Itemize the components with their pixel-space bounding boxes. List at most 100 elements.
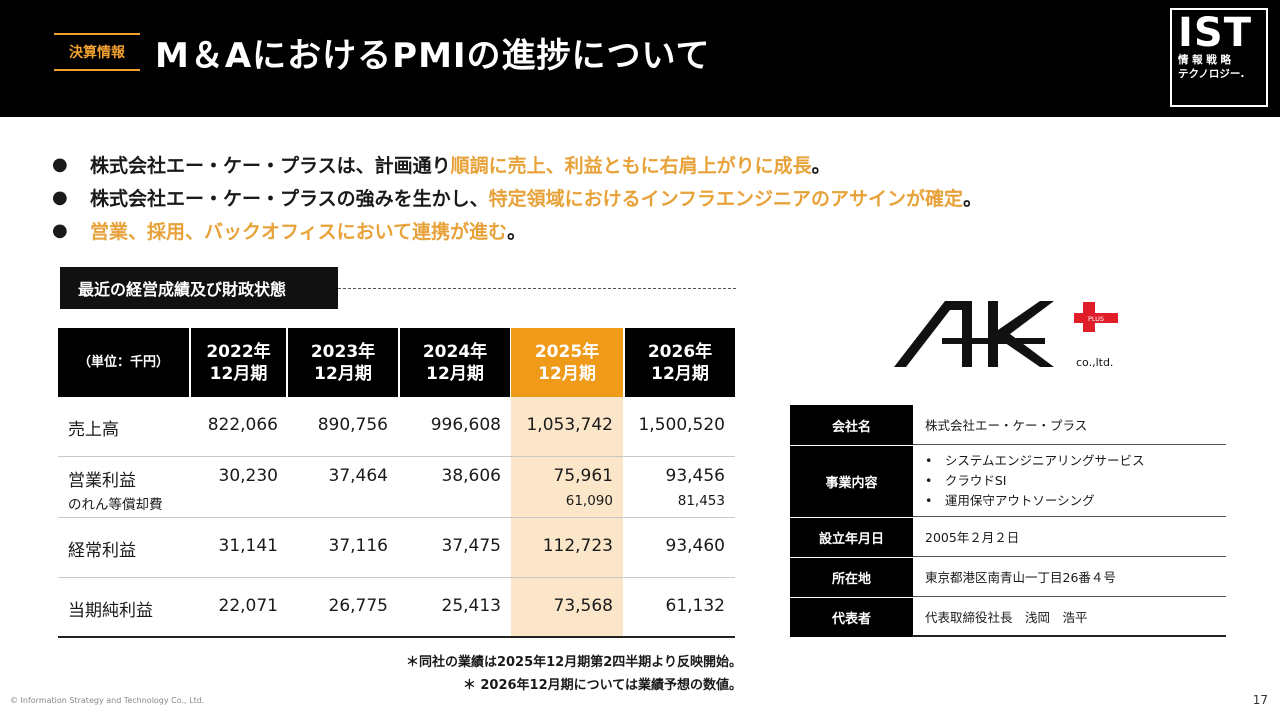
table-subcell: 81,453 — [677, 493, 725, 509]
header-period: 12月期 — [314, 363, 372, 384]
logo-subtext-1: 情 報 戦 略 — [1178, 54, 1231, 66]
row-label: 営業利益 — [68, 471, 136, 491]
table-header-cell: 2022年 12月期 — [191, 328, 286, 397]
company-row-value: 代表取締役社長 浅岡 浩平 — [913, 597, 1226, 637]
header-year: 2025年 — [534, 341, 600, 362]
bullet-end: 。 — [811, 155, 831, 177]
company-row: 所在地 東京都港区南青山一丁目26番４号 — [790, 557, 1226, 597]
business-item: • システムエンジニアリングサービス — [925, 452, 1145, 468]
footnote: ＊同社の業績は2025年12月期第2四半期より反映開始。 — [405, 655, 742, 670]
header-bar: 決算情報 M＆AにおけるPMIの進捗について IST 情 報 戦 略 テクノロジ… — [0, 0, 1280, 117]
ak-plus-logo: PLUS co.,ltd. — [890, 296, 1130, 376]
table-header-unit: （単位：千円） — [58, 328, 189, 397]
table-header-cell: 2024年 12月期 — [400, 328, 510, 397]
table-row — [58, 457, 735, 518]
header-year: 2022年 — [206, 341, 271, 362]
copyright: © Information Strategy and Technology Co… — [10, 696, 205, 705]
table-cell: 75,961 — [553, 466, 613, 486]
page-title: M＆AにおけるPMIの進捗について — [155, 36, 711, 76]
ak-logo-mark: PLUS co.,ltd. — [894, 301, 1118, 369]
bullet-text: 株式会社エー・ケー・プラスは、計画通り — [90, 155, 451, 177]
company-row-label: 事業内容 — [790, 445, 913, 517]
bullet-text: 株式会社エー・ケー・プラスの強みを生かし、 — [90, 188, 489, 210]
dashed-divider — [338, 288, 736, 289]
table-cell: 26,775 — [328, 596, 388, 616]
company-row-value: • システムエンジニアリングサービス • クラウドSI • 運用保守アウトソーシ… — [913, 445, 1226, 517]
page-number: 17 — [1252, 693, 1268, 707]
table-cell: 30,230 — [218, 466, 278, 486]
company-row-label: 会社名 — [790, 405, 913, 445]
unit-label: （単位：千円） — [77, 354, 169, 370]
company-row-label: 設立年月日 — [790, 517, 913, 557]
table-cell: 37,475 — [441, 536, 501, 556]
bullet-end: 。 — [507, 221, 527, 243]
bullet-emphasis: 特定領域におけるインフラエンジニアのアサインが確定 — [488, 188, 964, 210]
row-sublabel: のれん等償却費 — [68, 497, 163, 513]
table-cell: 93,456 — [665, 466, 725, 486]
bullet-item: ● 株式会社エー・ケー・プラスの強みを生かし、 特定領域におけるインフラエンジニア… — [52, 181, 1232, 214]
header-period: 12月期 — [426, 363, 484, 384]
header-period: 12月期 — [538, 363, 596, 384]
table-cell: 31,141 — [218, 536, 278, 556]
table-row — [58, 518, 735, 578]
address: 東京都港区南青山一丁目26番４号 — [925, 570, 1116, 585]
bullet-item: ● 営業、採用、バックオフィスにおいて連携が進む。 — [52, 214, 1232, 247]
section-label: 最近の経営成績及び財政状態 — [60, 267, 338, 309]
footnote: ＊ 2026年12月期については業績予想の数値。 — [462, 678, 742, 693]
bullet-dot: ● — [52, 187, 68, 208]
table-row — [58, 397, 735, 457]
bullet-dot: ● — [52, 154, 68, 175]
representative: 代表取締役社長 浅岡 浩平 — [925, 609, 1088, 625]
bullet-emphasis: 順調に売上、利益ともに右肩上がりに成長 — [450, 155, 812, 177]
table-cell: 890,756 — [317, 415, 388, 435]
table-cell: 73,568 — [553, 596, 613, 616]
table-cell: 37,116 — [328, 536, 388, 556]
company-name: 株式会社エー・ケー・プラス — [925, 418, 1088, 433]
bullet-item: ● 株式会社エー・ケー・プラスは、計画通り 順調に売上、利益ともに右肩上がりに成長… — [52, 148, 1232, 181]
table-cell: 38,606 — [441, 466, 501, 486]
company-row: 事業内容 • システムエンジニアリングサービス • クラウドSI • 運用保守ア… — [790, 445, 1226, 517]
company-logo: IST 情 報 戦 略 テクノロジー. — [1170, 8, 1268, 107]
header-year: 2026年 — [647, 341, 713, 362]
plus-text: PLUS — [1088, 315, 1104, 323]
table-header-cell: 2023年 12月期 — [288, 328, 398, 397]
logo-text: IST — [1178, 10, 1252, 56]
table-header-cell: 2026年 12月期 — [625, 328, 735, 397]
table-header-cell-highlight: 2025年 12月期 — [511, 328, 623, 397]
bullet-list: ● 株式会社エー・ケー・プラスは、計画通り 順調に売上、利益ともに右肩上がりに成長… — [52, 148, 1232, 247]
logo-suffix: co.,ltd. — [1076, 356, 1113, 369]
established-date: 2005年２月２日 — [925, 530, 1020, 545]
row-label: 経常利益 — [68, 541, 136, 561]
header-year: 2023年 — [310, 341, 376, 362]
bullet-emphasis: 営業、採用、バックオフィスにおいて連携が進む — [90, 221, 508, 243]
logo-subtext-2: テクノロジー. — [1178, 68, 1245, 80]
table-cell: 25,413 — [441, 596, 501, 616]
table-cell: 61,132 — [665, 596, 725, 616]
table-cell: 1,500,520 — [638, 415, 725, 435]
row-label: 売上高 — [68, 420, 119, 440]
bullet-end: 。 — [963, 188, 983, 210]
table-cell: 822,066 — [207, 415, 278, 435]
company-row-value: 2005年２月２日 — [913, 517, 1226, 557]
table-cell: 22,071 — [218, 596, 278, 616]
header-period: 12月期 — [209, 363, 268, 384]
company-row: 代表者 代表取締役社長 浅岡 浩平 — [790, 597, 1226, 637]
bullet-dot: ● — [52, 220, 68, 241]
header-period: 12月期 — [651, 363, 709, 384]
company-row-label: 代表者 — [790, 597, 913, 637]
table-cell: 37,464 — [328, 466, 388, 486]
table-row — [58, 578, 735, 638]
table-cell: 112,723 — [542, 536, 613, 556]
table-cell: 996,608 — [430, 415, 501, 435]
company-row: 設立年月日 2005年２月２日 — [790, 517, 1226, 557]
company-row-label: 所在地 — [790, 557, 913, 597]
table-cell: 93,460 — [665, 536, 725, 556]
company-row-value: 東京都港区南青山一丁目26番４号 — [913, 557, 1226, 597]
table-cell: 1,053,742 — [526, 415, 613, 435]
company-row: 会社名 株式会社エー・ケー・プラス — [790, 405, 1226, 445]
header-year: 2024年 — [422, 341, 488, 362]
business-item: • クラウドSI — [925, 472, 1007, 488]
section-tag: 決算情報 — [54, 33, 140, 71]
row-label: 当期純利益 — [68, 601, 153, 621]
company-row-value: 株式会社エー・ケー・プラス — [913, 405, 1226, 445]
